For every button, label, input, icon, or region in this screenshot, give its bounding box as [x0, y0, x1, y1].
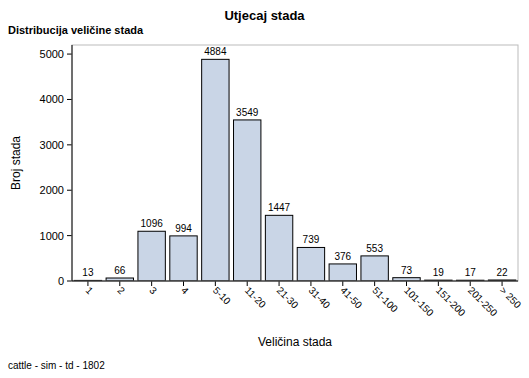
data-label: 553: [366, 243, 383, 254]
x-tick-label: 11-20: [243, 285, 269, 311]
x-tick-label: 101-150: [402, 285, 436, 319]
x-tick: [119, 281, 120, 286]
x-tick: [502, 281, 503, 286]
bar: [138, 231, 165, 281]
x-tick: [151, 281, 152, 286]
y-tick: [67, 144, 72, 145]
x-tick-label: 3: [147, 285, 159, 297]
x-tick-label: 51-100: [370, 285, 400, 315]
x-tick: [215, 281, 216, 286]
bar: [297, 247, 324, 281]
y-axis: [72, 45, 73, 281]
x-axis: [72, 281, 518, 282]
x-tick: [374, 281, 375, 286]
x-tick-label: 2: [115, 285, 127, 297]
data-label: 13: [82, 267, 94, 278]
x-tick-label: 21-30: [275, 285, 301, 311]
x-tick: [438, 281, 439, 286]
data-label: 66: [114, 265, 126, 276]
bar: [265, 215, 292, 281]
y-tick-label: 3000: [40, 139, 64, 151]
y-tick-label: 1000: [40, 230, 64, 242]
data-label: 4884: [204, 46, 227, 57]
x-tick-label: 31-40: [307, 285, 333, 311]
x-tick: [310, 281, 311, 286]
title: Utjecaj stada: [224, 8, 305, 23]
bar: [234, 120, 261, 281]
bar: [329, 264, 356, 281]
data-label: 994: [175, 223, 192, 234]
y-tick: [67, 99, 72, 100]
data-label: 17: [465, 267, 477, 278]
x-tick: [406, 281, 407, 286]
data-label: 1096: [141, 218, 164, 229]
y-tick-label: 0: [58, 275, 64, 287]
x-tick: [279, 281, 280, 286]
x-label: Veličina stada: [258, 335, 332, 349]
y-tick: [67, 190, 72, 191]
data-label: 3549: [236, 107, 259, 118]
bar: [170, 236, 197, 281]
plot-frame: [72, 45, 518, 281]
x-tick: [247, 281, 248, 286]
bar: [202, 59, 229, 281]
footer: cattle - sim - td - 1802: [8, 360, 105, 371]
bar: [361, 256, 388, 281]
y-tick-label: 4000: [40, 93, 64, 105]
data-label: 376: [334, 251, 351, 262]
chart: Utjecaj stada Distribucija veličine stada…: [0, 0, 529, 378]
x-tick-label: 41-50: [338, 285, 364, 311]
data-label: 22: [497, 267, 509, 278]
x-tick-label: 151-200: [434, 285, 468, 319]
x-tick-label: 1: [84, 285, 96, 297]
y-label: Broj stada: [9, 136, 23, 190]
subtitle: Distribucija veličine stada: [8, 24, 144, 36]
y-tick-label: 5000: [40, 48, 64, 60]
x-tick: [342, 281, 343, 286]
data-label: 739: [303, 234, 320, 245]
x-tick-label: 5-10: [211, 285, 233, 307]
y-tick-label: 2000: [40, 184, 64, 196]
x-tick: [183, 281, 184, 286]
data-label: 1447: [268, 202, 291, 213]
x-tick: [87, 281, 88, 286]
y-tick: [67, 54, 72, 55]
y-tick: [67, 281, 72, 282]
x-tick-label: 4: [179, 285, 191, 297]
bars: [74, 59, 516, 281]
x-tick-label: > 250: [498, 285, 524, 311]
x-tick-label: 201-250: [466, 285, 500, 319]
data-label: 19: [433, 267, 445, 278]
x-tick: [470, 281, 471, 286]
data-label: 73: [401, 265, 413, 276]
y-tick: [67, 235, 72, 236]
